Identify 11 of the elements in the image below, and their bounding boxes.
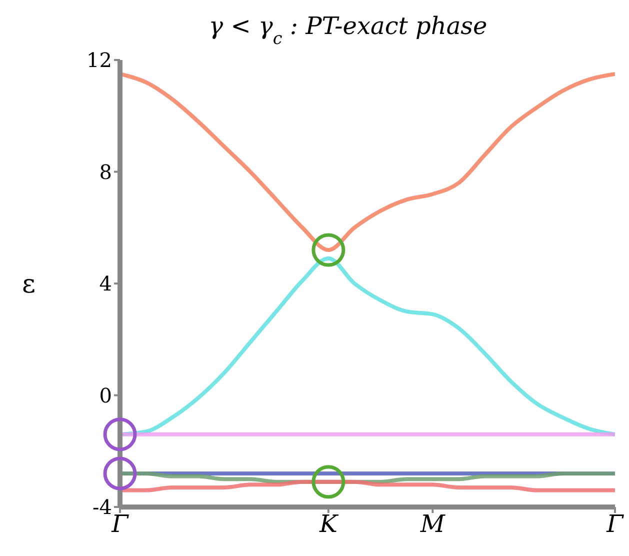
x-tick-label: Γ [606,510,625,538]
x-tick-label: Γ [110,510,130,538]
y-tick-label: 12 [86,48,112,72]
x-tick-label: M [419,510,446,538]
x-tick-label: K [318,510,340,538]
y-tick-label: -4 [92,495,112,520]
chart-title: γ < γ$_{c}$ : PT-exact phase [208,12,488,48]
y-tick-label: 0 [99,383,112,408]
y-tick-label: 8 [99,160,112,184]
y-axis-title: ε [22,270,36,300]
y-tick-label: 4 [99,272,112,296]
